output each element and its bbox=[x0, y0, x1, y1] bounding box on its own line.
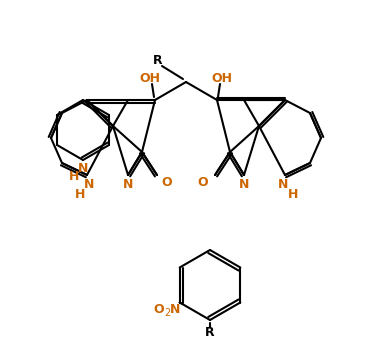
Text: H: H bbox=[75, 188, 85, 200]
Text: N: N bbox=[239, 179, 249, 192]
Text: N: N bbox=[278, 179, 288, 192]
Text: N: N bbox=[84, 179, 94, 192]
Text: N: N bbox=[78, 162, 88, 175]
Text: H: H bbox=[69, 171, 79, 184]
Text: OH: OH bbox=[140, 72, 160, 85]
Text: 2: 2 bbox=[165, 307, 171, 318]
Text: R: R bbox=[153, 53, 163, 66]
Text: N: N bbox=[170, 303, 180, 316]
Text: O: O bbox=[153, 303, 164, 316]
Text: OH: OH bbox=[211, 72, 232, 85]
Text: O: O bbox=[162, 176, 172, 189]
Text: R: R bbox=[205, 326, 215, 339]
Text: H: H bbox=[288, 188, 298, 200]
Text: N: N bbox=[123, 179, 133, 192]
Text: O: O bbox=[198, 176, 208, 189]
